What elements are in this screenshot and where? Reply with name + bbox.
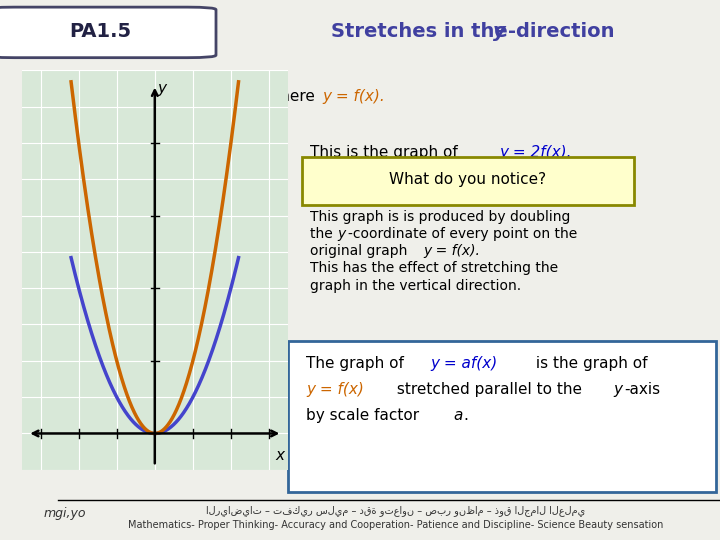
Text: Mathematics- Proper Thinking- Accuracy and Cooperation- Patience and Discipline-: Mathematics- Proper Thinking- Accuracy a…: [128, 519, 664, 530]
Text: y = af(x): y = af(x): [431, 356, 498, 372]
Text: -axis: -axis: [624, 382, 660, 397]
Text: y: y: [157, 81, 166, 96]
Text: y: y: [613, 382, 622, 397]
Text: -direction: -direction: [508, 22, 614, 40]
Text: graph in the vertical direction.: graph in the vertical direction.: [310, 279, 521, 293]
Text: a: a: [454, 408, 463, 423]
Text: This is the graph of: This is the graph of: [310, 145, 462, 160]
FancyBboxPatch shape: [302, 157, 634, 205]
Text: is the graph of: is the graph of: [531, 356, 648, 372]
Text: y = f(x).: y = f(x).: [323, 89, 385, 104]
Text: This graph is is produced by doubling: This graph is is produced by doubling: [310, 210, 570, 224]
Text: PA1.5: PA1.5: [70, 22, 132, 40]
Text: stretched parallel to the: stretched parallel to the: [392, 382, 588, 397]
Text: 2: 2: [251, 84, 258, 94]
Text: y: y: [204, 89, 213, 104]
Text: the: the: [310, 227, 337, 241]
Text: The graph of: The graph of: [306, 356, 409, 372]
Text: Stretches in the: Stretches in the: [331, 22, 515, 40]
Text: , where: , where: [258, 89, 320, 104]
FancyBboxPatch shape: [288, 341, 716, 492]
Text: x: x: [276, 448, 285, 463]
Text: y: y: [493, 22, 506, 40]
Text: y: y: [337, 227, 345, 241]
Text: by scale factor: by scale factor: [306, 408, 424, 423]
Text: .: .: [463, 408, 468, 423]
Text: original graph: original graph: [310, 244, 411, 258]
Text: y = f(x).: y = f(x).: [423, 244, 480, 258]
Text: الرياضيات – تفكير سليم – دقة وتعاون – صبر ونظام – ذوق الجمال العلمي: الرياضيات – تفكير سليم – دقة وتعاون – صب…: [207, 505, 585, 516]
Text: mgi,yo: mgi,yo: [43, 507, 86, 520]
Text: y = f(x): y = f(x): [306, 382, 364, 397]
Text: Here is the graph of: Here is the graph of: [22, 89, 179, 104]
Text: y = 2f(x).: y = 2f(x).: [499, 145, 572, 160]
Text: This has the effect of stretching the: This has the effect of stretching the: [310, 261, 558, 275]
Text: = x: = x: [216, 89, 248, 104]
FancyBboxPatch shape: [0, 7, 216, 58]
Text: -coordinate of every point on the: -coordinate of every point on the: [348, 227, 577, 241]
Text: What do you notice?: What do you notice?: [390, 172, 546, 187]
